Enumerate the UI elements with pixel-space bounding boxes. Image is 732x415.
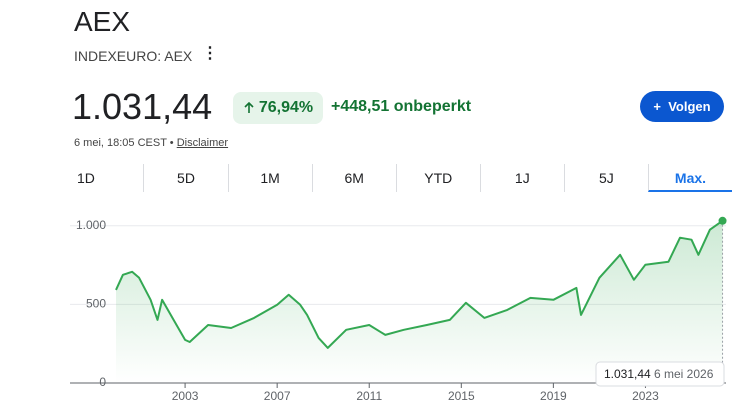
tooltip: 1.031,44 6 mei 2026 bbox=[595, 361, 725, 387]
x-tick-label: 2019 bbox=[540, 389, 567, 403]
area bbox=[116, 220, 723, 383]
follow-text: Volgen bbox=[668, 99, 711, 114]
range-tab[interactable]: 1M bbox=[227, 164, 312, 192]
follow-button[interactable]: + Volgen bbox=[640, 91, 724, 122]
x-tick-label: 2003 bbox=[172, 389, 199, 403]
x-tick-label: 2011 bbox=[356, 389, 382, 403]
change-percent: 76,94% bbox=[233, 92, 323, 124]
y-tick-label: 0 bbox=[99, 375, 106, 389]
tooltip-box bbox=[595, 361, 725, 387]
more-menu[interactable]: ⋮ bbox=[202, 45, 218, 62]
range-tabs: 1D 5D 1M 6M YTD 1J 5J Max. bbox=[72, 164, 732, 192]
range-tab[interactable]: 6M bbox=[311, 164, 396, 192]
change-percent-text: 76,94% bbox=[258, 99, 314, 116]
ticker: INDEXEURO: AEX bbox=[74, 48, 193, 64]
tooltip-date: 6 mei 2026 bbox=[654, 367, 714, 381]
separator: • bbox=[169, 137, 174, 149]
x-tick-label: 2023 bbox=[632, 389, 659, 403]
end-point bbox=[718, 216, 727, 225]
y-tick-label: 1.000 bbox=[76, 218, 106, 232]
timestamp: 6 mei, 18:05 CEST bbox=[74, 137, 167, 149]
up-arrow bbox=[244, 102, 254, 113]
meta: 6 mei, 18:05 CEST • Disclaimer bbox=[74, 137, 228, 149]
price-line bbox=[115, 219, 724, 349]
change-absolute: +448,51 onbeperkt bbox=[331, 98, 472, 115]
disclaimer-link[interactable]: Disclaimer bbox=[176, 137, 229, 149]
x-tick-label: 2015 bbox=[448, 389, 475, 403]
range-tab[interactable]: 1J bbox=[479, 164, 564, 192]
y-tick-label: 500 bbox=[86, 297, 106, 311]
range-tab[interactable]: YTD bbox=[395, 164, 480, 192]
range-tab[interactable]: 5D bbox=[143, 164, 227, 192]
price: 1.031,44 bbox=[72, 86, 213, 127]
title: AEX bbox=[74, 6, 131, 37]
range-tab[interactable]: 5J bbox=[563, 164, 648, 192]
tooltip-value: 1.031,44 bbox=[604, 367, 651, 381]
range-tab[interactable]: 1D bbox=[77, 170, 95, 186]
x-tick-label: 2007 bbox=[264, 389, 291, 403]
range-tab[interactable]: Max. bbox=[647, 164, 732, 192]
